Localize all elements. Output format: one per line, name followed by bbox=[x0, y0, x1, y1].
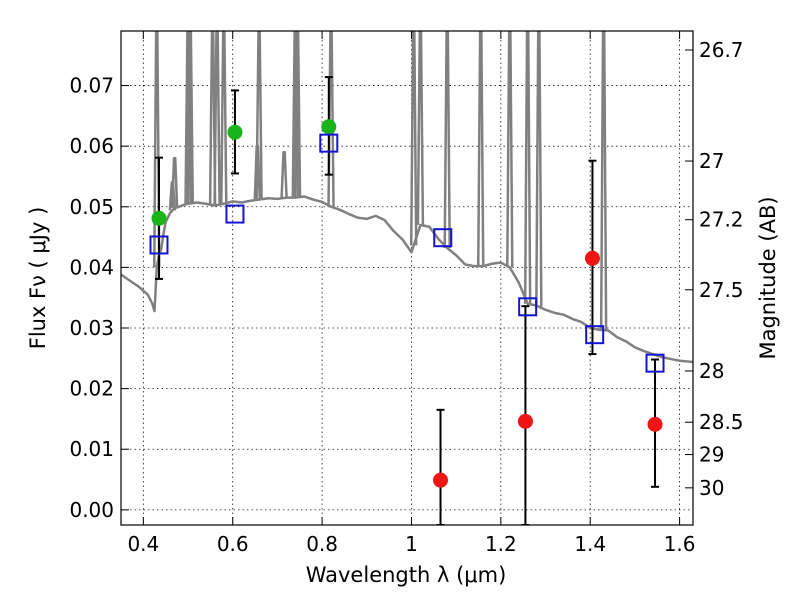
right-tick-label: 29 bbox=[699, 443, 724, 467]
x-axis-label: Wavelength λ (μm) bbox=[306, 563, 507, 587]
y-tick-label: 0.05 bbox=[69, 195, 114, 219]
model-photometry-square bbox=[645, 353, 665, 373]
model-photometry-square bbox=[433, 228, 453, 248]
emission-line bbox=[293, 31, 302, 198]
y-tick-label: 0.01 bbox=[69, 437, 114, 461]
emission-line bbox=[506, 31, 514, 268]
markers-layer bbox=[149, 119, 665, 488]
right-axis-label: Magnitude (AB) bbox=[756, 196, 780, 359]
emission-line bbox=[213, 31, 221, 206]
right-tick-label: 27.2 bbox=[699, 208, 744, 232]
right-tick-label: 30 bbox=[699, 476, 724, 500]
emission-line bbox=[220, 31, 228, 204]
emission-line bbox=[208, 31, 217, 206]
x-tick-label: 0.4 bbox=[127, 532, 159, 556]
emission-line bbox=[416, 31, 425, 225]
x-axis-ticks: 0.4 0.6 0.8 1 1.2 1.4 1.6 bbox=[127, 31, 696, 556]
emission-line bbox=[186, 31, 195, 204]
detection-point bbox=[321, 119, 337, 135]
y-tick-label: 0.06 bbox=[69, 134, 114, 158]
y-tick-label: 0.04 bbox=[69, 255, 114, 279]
y-tick-label: 0.00 bbox=[69, 498, 114, 522]
emission-line bbox=[443, 31, 451, 249]
right-tick-label: 26.7 bbox=[699, 38, 744, 62]
x-tick-label: 0.6 bbox=[217, 532, 249, 556]
emission-line bbox=[280, 150, 288, 199]
right-tick-label: 28.5 bbox=[699, 410, 744, 434]
emission-line bbox=[476, 31, 485, 267]
plot-area bbox=[121, 31, 693, 525]
emission-line bbox=[255, 31, 263, 200]
y-tick-label: 0.02 bbox=[69, 377, 114, 401]
nondetection-point bbox=[647, 416, 663, 432]
x-tick-label: 1.4 bbox=[574, 532, 606, 556]
right-axis-ticks: 26.7 27 27.2 27.5 28 28.5 29 30 bbox=[685, 38, 744, 500]
detection-point bbox=[151, 210, 167, 226]
model-sed-layer bbox=[121, 31, 693, 364]
y-tick-label: 0.07 bbox=[69, 74, 114, 98]
plot-frame bbox=[120, 30, 694, 526]
x-tick-label: 0.8 bbox=[306, 532, 338, 556]
emission-line bbox=[153, 31, 161, 268]
nondetection-point bbox=[584, 250, 600, 266]
y-axis-label: Flux Fν ( μJy ) bbox=[26, 207, 50, 350]
model-photometry-square bbox=[149, 235, 169, 255]
model-photometry-square bbox=[319, 133, 339, 153]
x-tick-label: 1.2 bbox=[485, 532, 517, 556]
emission-line bbox=[170, 157, 179, 209]
emission-line bbox=[409, 31, 418, 246]
model-photometry-square bbox=[225, 204, 245, 224]
detection-point bbox=[227, 124, 243, 140]
right-tick-label: 28 bbox=[699, 359, 724, 383]
x-tick-label: 1 bbox=[405, 532, 418, 556]
x-tick-label: 1.6 bbox=[664, 532, 696, 556]
model-photometry-square bbox=[518, 297, 538, 317]
right-tick-label: 27.5 bbox=[699, 278, 744, 302]
y-axis-ticks: 0.00 0.01 0.02 0.03 0.04 0.05 0.06 0.07 bbox=[69, 74, 129, 522]
right-tick-label: 27 bbox=[699, 149, 724, 173]
emission-line bbox=[535, 31, 543, 307]
emission-line bbox=[523, 31, 532, 304]
nondetection-point bbox=[517, 413, 533, 429]
y-tick-label: 0.03 bbox=[69, 316, 114, 340]
emission-line bbox=[599, 31, 608, 331]
nondetection-point bbox=[433, 472, 449, 488]
model-photometry-square bbox=[585, 325, 605, 345]
